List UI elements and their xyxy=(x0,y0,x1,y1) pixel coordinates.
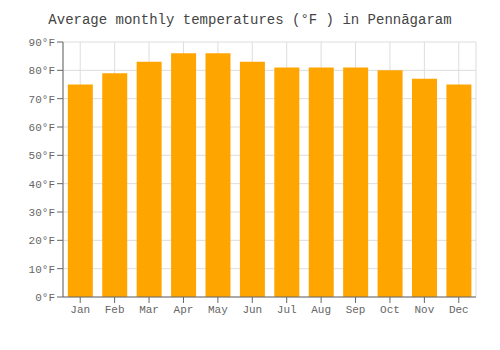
svg-text:50°F: 50°F xyxy=(29,150,55,162)
html-text:Average monthly temperatures (: Average monthly temperatures (°F ) in Pe… xyxy=(48,12,452,28)
svg-text:Sep: Sep xyxy=(346,304,366,316)
svg-text:Dec: Dec xyxy=(449,304,469,316)
svg-text:Nov: Nov xyxy=(414,304,434,316)
svg-text:May: May xyxy=(208,304,228,316)
svg-text:Jun: Jun xyxy=(242,304,262,316)
svg-text:90°F: 90°F xyxy=(29,37,55,49)
svg-text:70°F: 70°F xyxy=(29,94,55,106)
svg-text:40°F: 40°F xyxy=(29,179,55,191)
svg-text:10°F: 10°F xyxy=(29,264,55,276)
svg-text:Mar: Mar xyxy=(139,304,159,316)
svg-text:Oct: Oct xyxy=(380,304,400,316)
svg-text:30°F: 30°F xyxy=(29,207,55,219)
svg-text:Jan: Jan xyxy=(70,304,90,316)
svg-text:20°F: 20°F xyxy=(29,235,55,247)
svg-text:Aug: Aug xyxy=(311,304,331,316)
svg-text:Jul: Jul xyxy=(277,304,297,316)
svg-text:60°F: 60°F xyxy=(29,122,55,134)
svg-text:Feb: Feb xyxy=(105,304,125,316)
svg-text:Apr: Apr xyxy=(174,304,194,316)
svg-text:0°F: 0°F xyxy=(35,292,55,304)
svg-text:80°F: 80°F xyxy=(29,65,55,77)
